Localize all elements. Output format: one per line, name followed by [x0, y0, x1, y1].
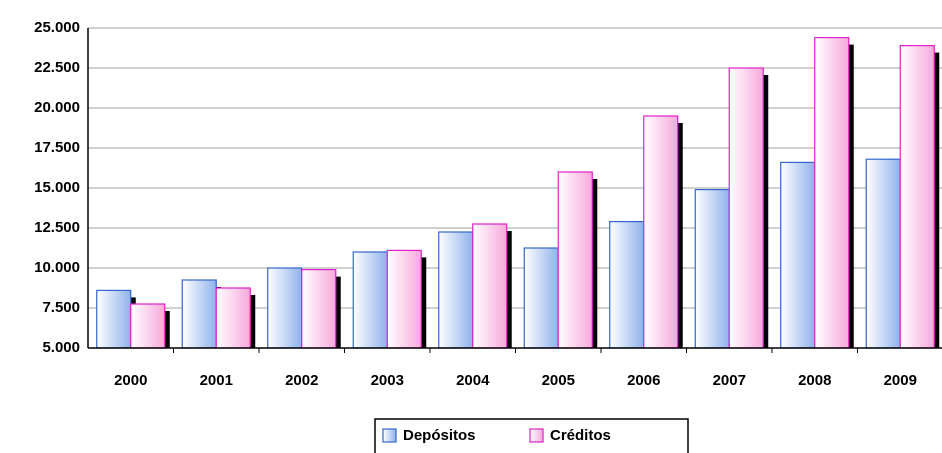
bar: [814, 36, 850, 349]
x-tick-label: 2005: [542, 372, 575, 389]
legend-swatch: [529, 428, 544, 443]
y-tick-label: 10.000: [34, 259, 80, 276]
bar: [609, 221, 645, 349]
x-tick-label: 2000: [114, 372, 147, 389]
bar: [96, 289, 132, 349]
y-tick-label: 25.000: [34, 19, 80, 36]
bar: [130, 303, 166, 349]
y-tick-label: 17.500: [34, 139, 80, 156]
y-tick-label: 7.500: [42, 299, 80, 316]
legend-label: Depósitos: [403, 427, 476, 444]
x-tick-label: 2006: [627, 372, 660, 389]
x-tick-label: 2007: [713, 372, 746, 389]
legend-swatch: [382, 428, 397, 443]
legend-label: Créditos: [550, 427, 611, 444]
bar: [728, 67, 764, 349]
bar: [301, 269, 337, 349]
x-tick-label: 2009: [884, 372, 917, 389]
bar: [899, 44, 935, 349]
y-tick-label: 15.000: [34, 179, 80, 196]
bar: [352, 251, 388, 349]
bar: [780, 161, 816, 349]
y-tick-label: 22.500: [34, 59, 80, 76]
bar: [694, 189, 730, 349]
bar: [181, 279, 217, 349]
y-tick-label: 12.500: [34, 219, 80, 236]
bar: [643, 115, 679, 349]
x-tick-label: 2003: [371, 372, 404, 389]
bar: [865, 158, 901, 349]
x-tick-label: 2002: [285, 372, 318, 389]
bar: [215, 287, 251, 349]
bar: [267, 267, 303, 349]
legend: Depósitos Créditos: [374, 418, 689, 453]
x-tick-label: 2004: [456, 372, 490, 389]
bar: [557, 171, 593, 349]
bar: [523, 247, 559, 349]
y-tick-label: 5.000: [42, 339, 80, 356]
x-tick-label: 2001: [200, 372, 233, 389]
bar: [438, 231, 474, 349]
x-tick-label: 2008: [798, 372, 831, 389]
y-tick-label: 20.000: [34, 99, 80, 116]
bar: [472, 223, 508, 349]
bar: [386, 249, 422, 349]
